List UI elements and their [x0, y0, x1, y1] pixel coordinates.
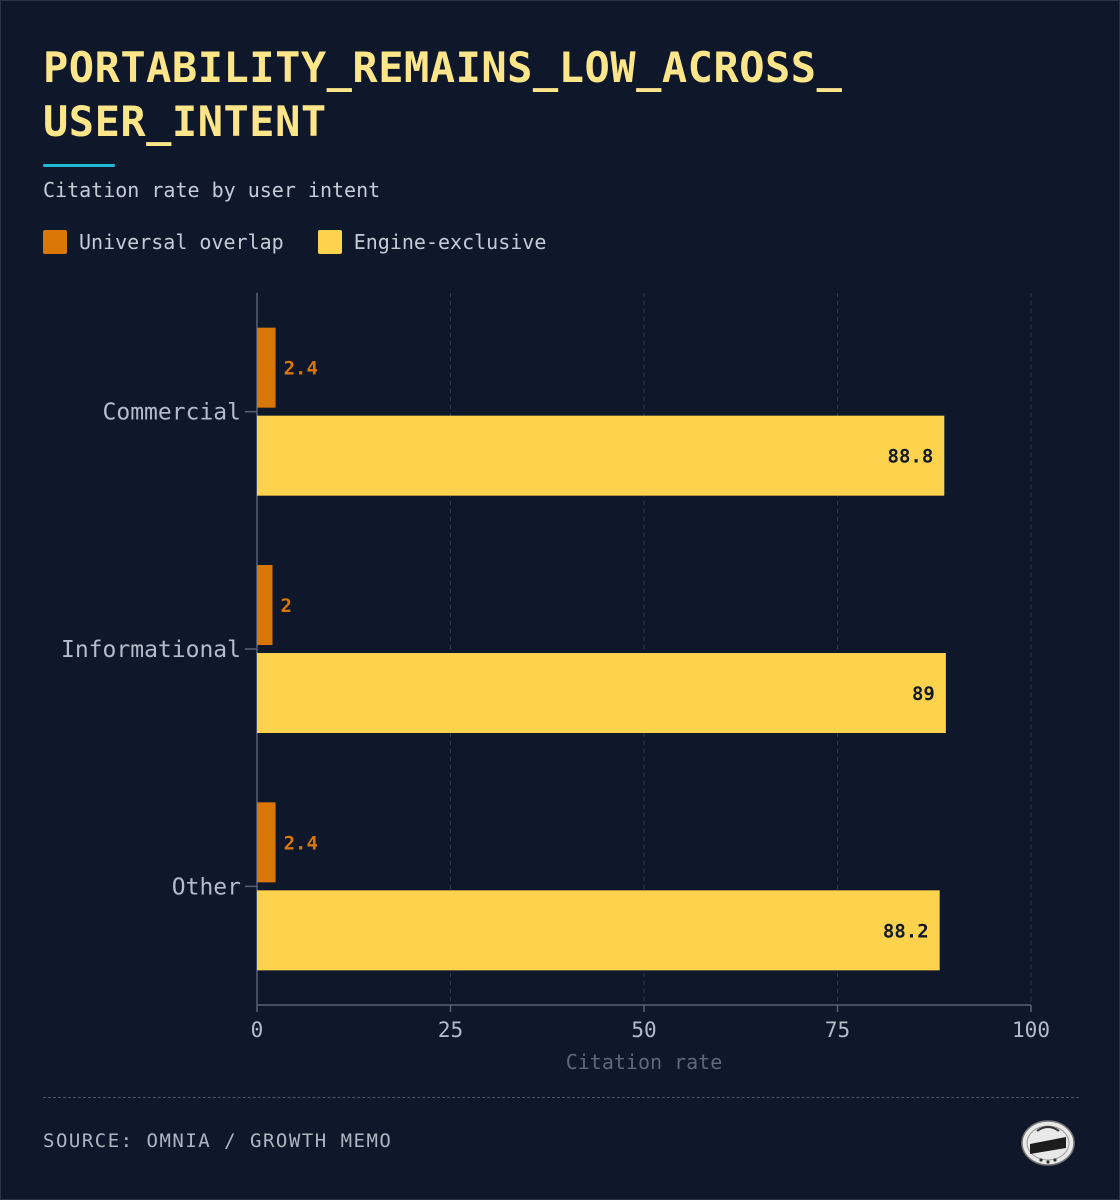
legend-label: Engine-exclusive	[353, 230, 547, 254]
title-accent-rule	[43, 164, 115, 167]
x-tick-label: 100	[1012, 1018, 1050, 1042]
legend-label: Universal overlap	[79, 230, 284, 254]
x-tick-label: 0	[251, 1018, 264, 1042]
legend-swatch-universal-overlap	[43, 230, 67, 254]
legend: Universal overlap Engine-exclusive	[43, 230, 580, 254]
bar-engine-exclusive	[257, 653, 946, 733]
data-label: 2	[280, 595, 291, 617]
chart-title: PORTABILITY_REMAINS_LOW_ACROSS_ USER_INT…	[43, 41, 1043, 149]
x-axis-label: Citation rate	[566, 1050, 723, 1074]
footer-divider	[43, 1097, 1079, 1098]
bar-chart: 0 25 50 75 100 Citation rate Commercial 2.4 88.8…	[61, 293, 1050, 1074]
legend-swatch-engine-exclusive	[317, 230, 342, 254]
category-label: Informational	[61, 637, 241, 663]
source-note: SOURCE: OMNIA / GROWTH MEMO	[43, 1130, 393, 1152]
x-tick-label: 25	[438, 1018, 463, 1042]
bar-universal-overlap	[257, 802, 276, 883]
x-tick-label: 50	[631, 1018, 656, 1042]
data-label: 89	[912, 683, 935, 705]
chart-title-line: USER_INTENT	[43, 97, 327, 146]
data-label: 2.4	[284, 832, 318, 854]
chart-subtitle: Citation rate by user intent	[43, 178, 381, 202]
category-label: Other	[172, 874, 241, 900]
data-label: 88.2	[883, 920, 929, 942]
chart-title-line: PORTABILITY_REMAINS_LOW_ACROSS_	[43, 43, 843, 92]
bar-universal-overlap	[257, 565, 273, 645]
growth-memo-logo-icon	[1021, 1120, 1075, 1166]
bar-universal-overlap	[257, 327, 276, 408]
bar-engine-exclusive	[257, 415, 945, 496]
legend-item-universal-overlap: Universal overlap	[43, 230, 284, 254]
x-tick-label: 75	[825, 1018, 850, 1042]
bar-engine-exclusive	[257, 890, 940, 971]
legend-item-engine-exclusive: Engine-exclusive	[317, 230, 547, 254]
category-label: Commercial	[103, 400, 241, 426]
data-label: 2.4	[284, 358, 318, 380]
data-label: 88.8	[888, 446, 934, 468]
